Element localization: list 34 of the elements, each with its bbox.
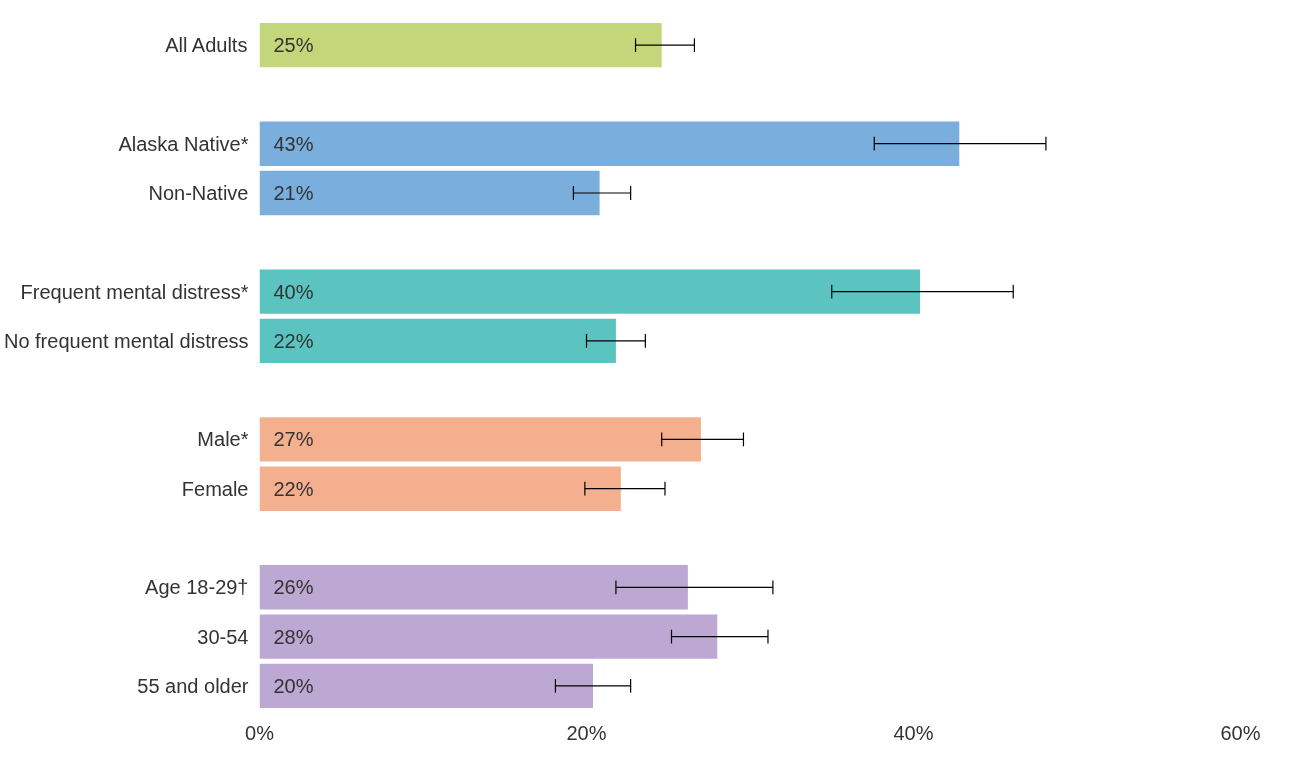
data-label: 40% xyxy=(273,280,314,303)
y-tick-label: Non-Native xyxy=(148,182,249,204)
bar xyxy=(259,318,616,364)
x-tick-label: 60% xyxy=(1220,721,1261,744)
bar xyxy=(259,170,600,216)
bar xyxy=(259,269,921,314)
data-label: 26% xyxy=(273,576,314,599)
data-label: 21% xyxy=(273,182,314,204)
bar xyxy=(259,565,688,610)
y-tick-label: Female xyxy=(181,477,249,500)
data-label: 25% xyxy=(273,34,314,57)
data-label: 28% xyxy=(273,625,314,648)
y-tick-label: Male* xyxy=(197,428,249,451)
bar xyxy=(259,466,621,511)
y-tick-label: All Adults xyxy=(165,34,248,57)
y-tick-label: 30-54 xyxy=(197,625,249,648)
bar xyxy=(259,614,718,659)
y-tick-label: No frequent mental distress xyxy=(3,329,249,352)
bar xyxy=(259,663,594,709)
data-label: 43% xyxy=(273,132,314,155)
y-tick-label: Frequent mental distress* xyxy=(20,280,249,303)
data-label: 20% xyxy=(273,674,314,697)
bar xyxy=(259,121,960,166)
x-tick-label: 0% xyxy=(245,721,275,744)
data-label: 22% xyxy=(273,477,314,500)
data-label: 22% xyxy=(273,329,314,352)
bar xyxy=(259,22,662,68)
y-tick-label: Age 18-29† xyxy=(145,576,249,599)
y-tick-label: Alaska Native* xyxy=(118,132,249,155)
data-label: 27% xyxy=(273,428,314,451)
y-tick-label: 55 and older xyxy=(137,674,249,697)
bar xyxy=(259,417,701,462)
x-tick-label: 20% xyxy=(566,721,607,744)
x-tick-label: 40% xyxy=(893,721,934,744)
